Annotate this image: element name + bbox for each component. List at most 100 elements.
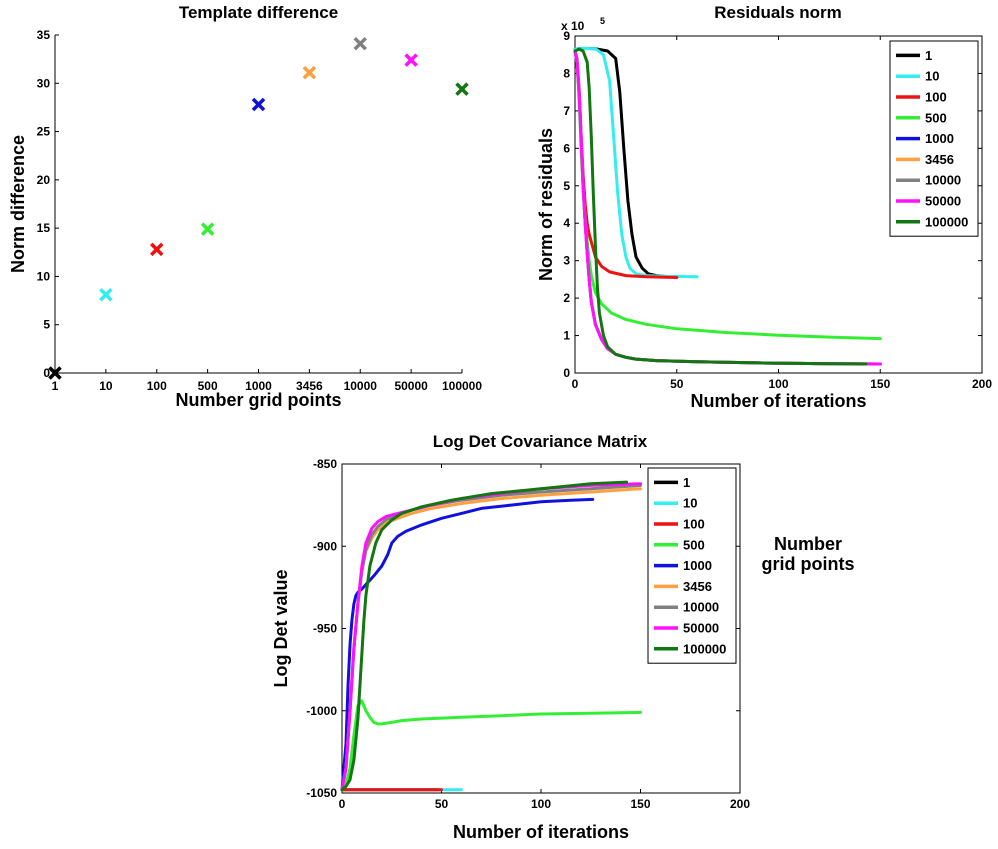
x-tick-label: 100 [147, 379, 167, 393]
y-tick-label: 35 [37, 28, 51, 42]
data-point-x-marker [150, 242, 164, 257]
y-axis-label: Norm difference [8, 135, 28, 273]
legend-label: 500 [925, 110, 947, 125]
x-tick-label: 100000 [442, 379, 482, 393]
x-tick-label: 0 [572, 377, 579, 391]
marker-stroke [302, 65, 317, 80]
legend-label: 3456 [925, 152, 954, 167]
y-tick-label: 5 [43, 318, 50, 332]
data-point-x-marker [99, 288, 113, 302]
legend-item: 10000 [896, 173, 961, 188]
x-tick-label: 150 [870, 377, 890, 391]
x-tick-label: 1 [52, 379, 59, 393]
x-tick-label: 10 [99, 379, 113, 393]
y-tick-label: 8 [563, 66, 570, 80]
x-tick-label: 150 [630, 797, 650, 811]
legend-label: 100000 [683, 641, 726, 656]
x-tick-label: 100 [768, 377, 788, 391]
legend-item: 100 [896, 90, 947, 105]
x-tick-label: 50 [670, 377, 684, 391]
y-axis-label: Norm of residuals [536, 128, 556, 281]
y-tick-label: 30 [37, 76, 51, 90]
x-tick-label: 0 [339, 797, 346, 811]
series-line-50000 [340, 482, 642, 792]
data-point-x-marker [353, 36, 367, 51]
y-tick-label: 4 [563, 216, 570, 230]
marker-stroke [353, 36, 367, 51]
y-axis-exponent-label: x 10 [561, 19, 585, 33]
legend-label: 10 [925, 69, 939, 84]
data-point-x-marker [455, 82, 469, 96]
legend-item: 100 [654, 517, 705, 532]
marker-stroke [251, 97, 266, 112]
legend-item: 3456 [654, 579, 712, 594]
x-tick-label: 1000 [245, 379, 272, 393]
marker-stroke [48, 366, 62, 380]
legend-item: 1000 [896, 131, 954, 146]
legend-label: 50000 [925, 194, 961, 209]
legend-label: 100 [683, 517, 705, 532]
data-point-x-marker [48, 366, 62, 380]
data-point-x-marker [404, 53, 418, 67]
series-line-100000 [573, 47, 868, 366]
legend-item: 10 [896, 69, 939, 84]
legend-item: 500 [896, 110, 947, 125]
legend-label: 100 [925, 90, 947, 105]
legend-item: 100000 [896, 214, 968, 229]
legend-item: 10 [654, 496, 697, 511]
marker-stroke [150, 242, 164, 257]
chart-title: Template difference [179, 3, 338, 22]
x-tick-label: 50000 [394, 379, 428, 393]
series-line-500 [340, 699, 642, 792]
legend-item: 100000 [654, 641, 726, 656]
x-tick-label: 100 [531, 797, 551, 811]
template-difference-chart: 0 5 10 15 20 25 30 35 1 10 100 500 1000 3456 10000 5000… [8, 3, 482, 410]
legend-item: 10000 [654, 600, 719, 615]
legend: 1 10 100 500 1000 3456 10000 50000 100000 [647, 467, 737, 664]
plot-area [55, 35, 462, 373]
y-tick-label: 9 [563, 29, 570, 43]
y-tick-label: 20 [37, 173, 51, 187]
y-tick-label: 25 [37, 125, 51, 139]
x-tick-label: 10000 [344, 379, 378, 393]
y-tick-label: 10 [37, 269, 51, 283]
marker-stroke [200, 222, 215, 236]
legend-label: 1000 [925, 131, 954, 146]
marker-stroke [455, 82, 469, 96]
y-tick-label: 2 [563, 291, 570, 305]
x-tick-label: 200 [730, 797, 750, 811]
y-tick-label: 5 [563, 179, 570, 193]
series-line-10000 [340, 483, 642, 792]
y-tick-label: -900 [313, 539, 337, 553]
x-axis-label: Number of iterations [690, 391, 866, 411]
y-tick-label: 6 [563, 141, 570, 155]
y-tick-label: -1000 [306, 704, 337, 718]
y-tick-label: 15 [37, 221, 51, 235]
marker-stroke [99, 288, 113, 302]
data-point-x-marker [251, 97, 266, 112]
x-axis-label: Number of iterations [453, 822, 629, 842]
legend-label: 10000 [925, 173, 961, 188]
x-tick-label: 3456 [296, 379, 323, 393]
series-line-3456 [340, 487, 642, 792]
chart-title: Log Det Covariance Matrix [433, 432, 648, 451]
legend-item: 1000 [654, 558, 712, 573]
legend-label: 1000 [683, 558, 712, 573]
legend-label: 3456 [683, 579, 712, 594]
legend-label: 100000 [925, 214, 968, 229]
legend-label: 10 [683, 496, 697, 511]
legend: 1 10 100 500 1000 3456 10000 50000 100000 [889, 40, 979, 237]
y-tick-label: 0 [563, 366, 570, 380]
legend-item: 1 [896, 48, 932, 63]
series-line-1000 [340, 497, 595, 792]
legend-item: 3456 [896, 152, 954, 167]
legend-label: 1 [925, 48, 932, 63]
y-tick-label: 1 [563, 329, 570, 343]
x-axis-label: Number grid points [176, 390, 342, 410]
y-tick-label: -1050 [306, 786, 337, 800]
legend-item: 50000 [896, 194, 961, 209]
legend-side-label: grid points [762, 554, 855, 574]
legend-side-label: Number [774, 534, 842, 554]
y-tick-label: -950 [313, 622, 337, 636]
